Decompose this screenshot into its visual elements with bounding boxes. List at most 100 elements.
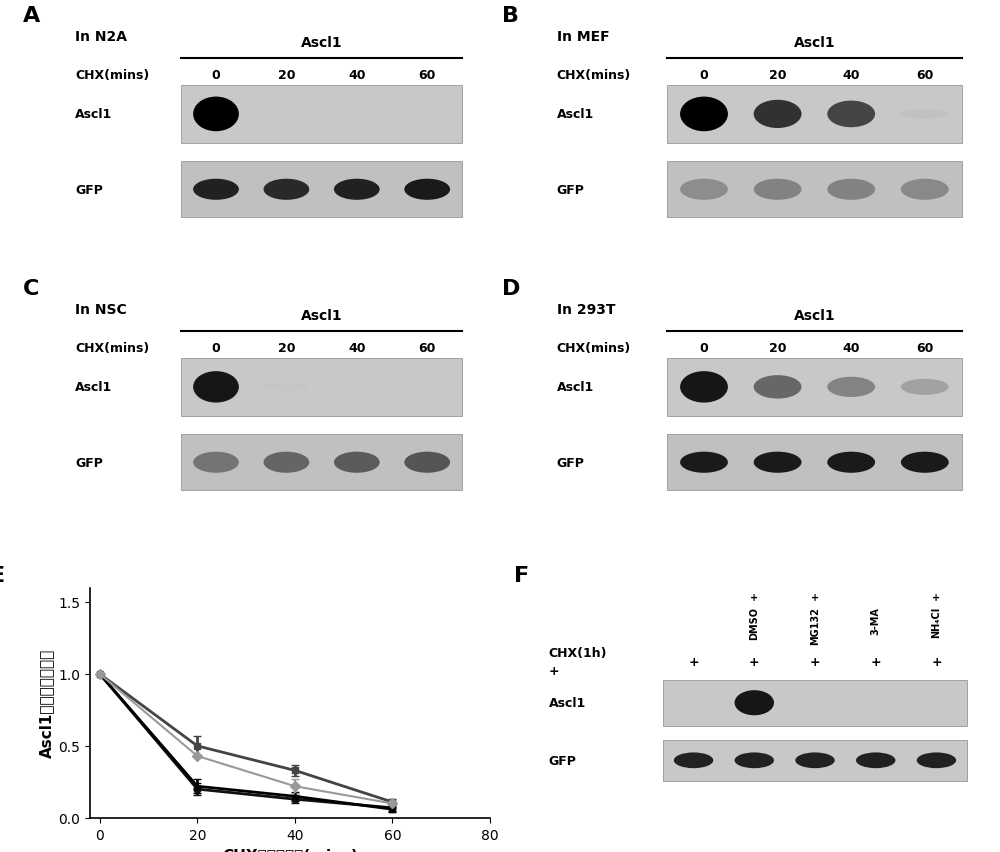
Ellipse shape: [264, 383, 309, 391]
FancyBboxPatch shape: [667, 435, 962, 491]
Text: GFP: GFP: [557, 183, 585, 197]
Ellipse shape: [264, 452, 309, 473]
Text: Ascl1: Ascl1: [794, 308, 835, 322]
Text: 20: 20: [769, 69, 786, 82]
Text: In 293T: In 293T: [557, 303, 615, 317]
Y-axis label: Ascl1蛋白的相对含量: Ascl1蛋白的相对含量: [39, 648, 54, 757]
Ellipse shape: [735, 690, 774, 716]
Ellipse shape: [901, 452, 949, 473]
Text: GFP: GFP: [75, 456, 103, 469]
Text: Ascl1: Ascl1: [75, 381, 112, 394]
Ellipse shape: [674, 700, 713, 705]
Text: 20: 20: [278, 342, 295, 354]
Text: NH₄Cl: NH₄Cl: [931, 607, 941, 637]
Text: Ascl1: Ascl1: [549, 696, 586, 710]
Text: 60: 60: [916, 69, 933, 82]
FancyBboxPatch shape: [181, 162, 462, 218]
FancyBboxPatch shape: [667, 162, 962, 218]
X-axis label: CHX的处理时间(mins): CHX的处理时间(mins): [222, 847, 358, 852]
Text: CHX(mins): CHX(mins): [557, 69, 631, 82]
Text: CHX(mins): CHX(mins): [75, 69, 149, 82]
FancyBboxPatch shape: [667, 359, 962, 417]
Ellipse shape: [754, 452, 802, 473]
Ellipse shape: [795, 700, 835, 705]
Ellipse shape: [404, 452, 450, 473]
Text: 0: 0: [700, 342, 708, 354]
Ellipse shape: [827, 452, 875, 473]
Ellipse shape: [917, 752, 956, 769]
Text: +: +: [810, 655, 820, 668]
Text: 60: 60: [419, 342, 436, 354]
Text: 60: 60: [916, 342, 933, 354]
Ellipse shape: [264, 180, 309, 200]
Text: 40: 40: [842, 342, 860, 354]
Text: CHX(mins): CHX(mins): [557, 342, 631, 354]
Text: In MEF: In MEF: [557, 31, 609, 44]
Ellipse shape: [264, 112, 309, 117]
Ellipse shape: [827, 180, 875, 200]
Text: Ascl1: Ascl1: [557, 381, 594, 394]
Text: 40: 40: [842, 69, 860, 82]
Text: 20: 20: [769, 342, 786, 354]
Text: +: +: [870, 655, 881, 668]
Ellipse shape: [404, 180, 450, 200]
Text: 0: 0: [212, 69, 220, 82]
Ellipse shape: [856, 752, 895, 769]
Ellipse shape: [901, 180, 949, 200]
Ellipse shape: [334, 452, 380, 473]
Ellipse shape: [193, 97, 239, 132]
Text: 20: 20: [278, 69, 295, 82]
Text: E: E: [0, 565, 5, 584]
Ellipse shape: [856, 700, 895, 705]
Ellipse shape: [193, 180, 239, 200]
Text: CHX(mins): CHX(mins): [75, 342, 149, 354]
Ellipse shape: [917, 700, 956, 705]
FancyBboxPatch shape: [667, 86, 962, 144]
Text: Ascl1: Ascl1: [794, 36, 835, 49]
Ellipse shape: [901, 110, 949, 119]
Ellipse shape: [680, 452, 728, 473]
Ellipse shape: [193, 371, 239, 403]
Text: GFP: GFP: [549, 754, 577, 767]
FancyBboxPatch shape: [181, 435, 462, 491]
FancyBboxPatch shape: [663, 740, 967, 781]
Ellipse shape: [754, 376, 802, 399]
Ellipse shape: [735, 752, 774, 769]
Text: 0: 0: [700, 69, 708, 82]
Ellipse shape: [334, 385, 380, 389]
Text: Ascl1: Ascl1: [301, 36, 342, 49]
Text: +: +: [750, 592, 758, 602]
Text: B: B: [502, 7, 519, 26]
FancyBboxPatch shape: [663, 680, 967, 726]
Ellipse shape: [827, 377, 875, 398]
Ellipse shape: [680, 180, 728, 200]
Text: +: +: [688, 655, 699, 668]
Ellipse shape: [754, 180, 802, 200]
Text: F: F: [514, 565, 529, 584]
Ellipse shape: [901, 379, 949, 395]
Text: +: +: [549, 665, 559, 677]
Text: 60: 60: [419, 69, 436, 82]
Text: Ascl1: Ascl1: [557, 108, 594, 121]
FancyBboxPatch shape: [181, 359, 462, 417]
Ellipse shape: [193, 452, 239, 473]
Ellipse shape: [680, 97, 728, 132]
Text: DMSO: DMSO: [749, 607, 759, 639]
Text: GFP: GFP: [75, 183, 103, 197]
Text: 40: 40: [348, 342, 366, 354]
Legend: N2A, MEF, NSC, 293T: N2A, MEF, NSC, 293T: [629, 591, 722, 686]
Text: Ascl1: Ascl1: [301, 308, 342, 322]
Text: A: A: [22, 7, 40, 26]
FancyBboxPatch shape: [181, 86, 462, 144]
Text: 3-MA: 3-MA: [871, 607, 881, 634]
Text: In N2A: In N2A: [75, 31, 127, 44]
Ellipse shape: [334, 180, 380, 200]
Ellipse shape: [674, 752, 713, 769]
Text: CHX(1h): CHX(1h): [549, 646, 607, 659]
Ellipse shape: [754, 101, 802, 129]
Text: 40: 40: [348, 69, 366, 82]
Text: +: +: [749, 655, 760, 668]
Text: +: +: [932, 592, 941, 602]
Text: +: +: [811, 592, 819, 602]
Text: +: +: [931, 655, 942, 668]
